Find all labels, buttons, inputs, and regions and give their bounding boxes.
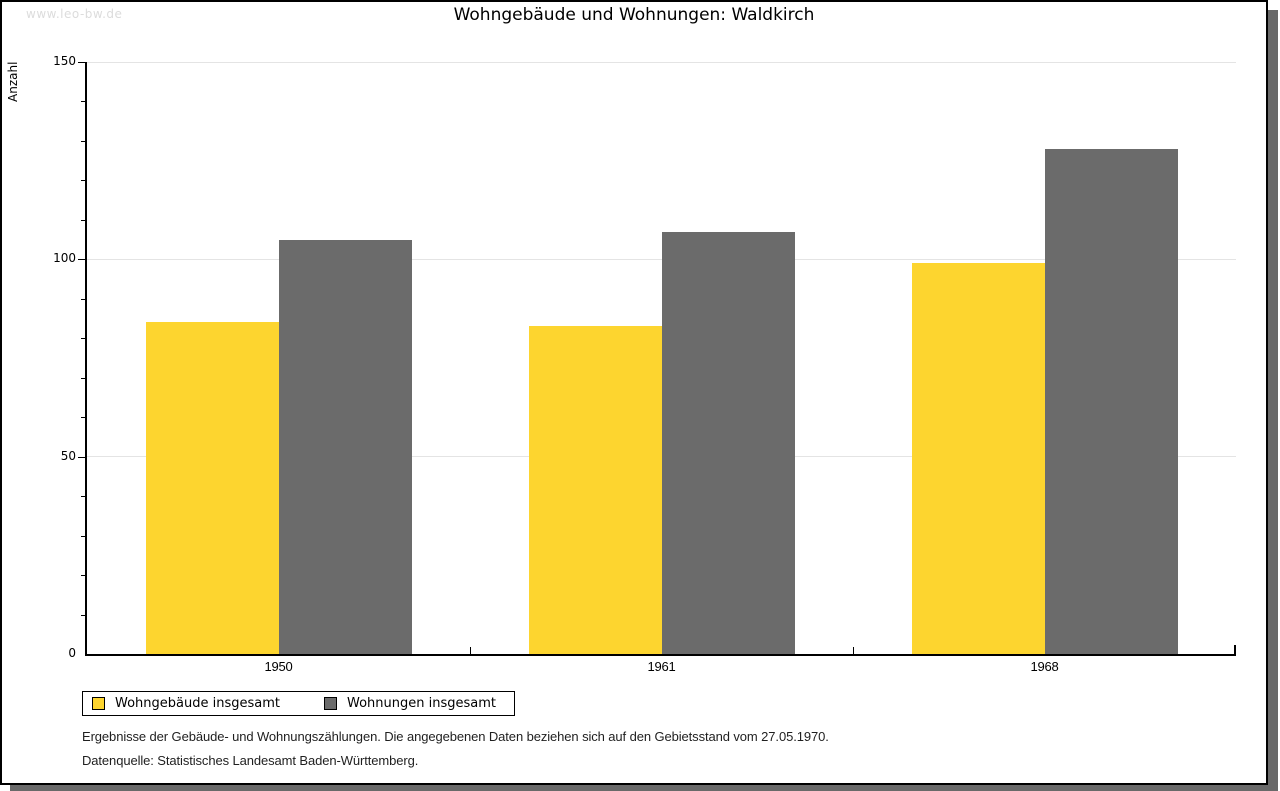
footnote-data-source: Datenquelle: Statistisches Landesamt Bad… — [82, 753, 419, 768]
y-tick-label-50: 50 — [60, 448, 76, 463]
bar-wohnungen-1950 — [278, 239, 412, 654]
x-axis-end-cap — [1234, 645, 1236, 654]
y-minor-tick-60 — [81, 417, 85, 419]
bar-wohngebaeude-1961 — [528, 326, 662, 654]
y-minor-tick-30 — [81, 535, 85, 537]
watermark: www.leo-bw.de — [26, 7, 123, 21]
legend-swatch-wohngebaeude — [92, 697, 105, 710]
y-tick-label-100: 100 — [53, 251, 76, 266]
y-minor-tick-90 — [81, 298, 85, 300]
plot-area: 1950 1961 1968 — [78, 61, 1236, 674]
footnote-source-note: Ergebnisse der Gebäude- und Wohnungszähl… — [82, 729, 829, 744]
y-major-tick-100 — [78, 259, 85, 261]
y-major-tick-150 — [78, 62, 85, 63]
bar-wohngebaeude-1968 — [911, 263, 1045, 654]
y-minor-tick-70 — [81, 377, 85, 379]
y-minor-tick-140 — [81, 101, 85, 103]
x-tick-label-1950: 1950 — [264, 659, 293, 674]
y-minor-tick-20 — [81, 575, 85, 577]
x-tick-label-1961: 1961 — [647, 659, 676, 674]
y-tick-label-150: 150 — [53, 54, 76, 68]
legend: Wohngebäude insgesamt Wohnungen insgesam… — [82, 691, 515, 716]
x-boundary-tick-1 — [469, 647, 471, 654]
y-minor-tick-130 — [81, 140, 85, 142]
legend-item-wohnungen: Wohnungen insgesamt — [324, 696, 496, 711]
legend-label-wohnungen: Wohnungen insgesamt — [347, 696, 496, 711]
chart-title: Wohngebäude und Wohnungen: Waldkirch — [453, 5, 815, 25]
y-tick-label-0: 0 — [68, 646, 76, 660]
gridline-150 — [87, 61, 1236, 63]
y-minor-tick-120 — [81, 180, 85, 182]
x-boundary-tick-2 — [852, 647, 854, 654]
y-minor-tick-110 — [81, 219, 85, 221]
legend-item-wohngebaeude: Wohngebäude insgesamt — [92, 696, 280, 711]
legend-label-wohngebaeude: Wohngebäude insgesamt — [115, 696, 280, 711]
y-axis-title: Anzahl — [6, 61, 20, 102]
bar-wohnungen-1961 — [661, 231, 795, 654]
y-minor-tick-10 — [81, 614, 85, 616]
y-minor-tick-80 — [81, 338, 85, 340]
legend-swatch-wohnungen — [324, 697, 337, 710]
bar-wohngebaeude-1950 — [145, 322, 279, 654]
y-major-tick-50 — [78, 456, 85, 458]
x-tick-label-1968: 1968 — [1030, 659, 1059, 674]
y-minor-tick-40 — [81, 496, 85, 498]
bar-wohnungen-1968 — [1044, 148, 1178, 654]
